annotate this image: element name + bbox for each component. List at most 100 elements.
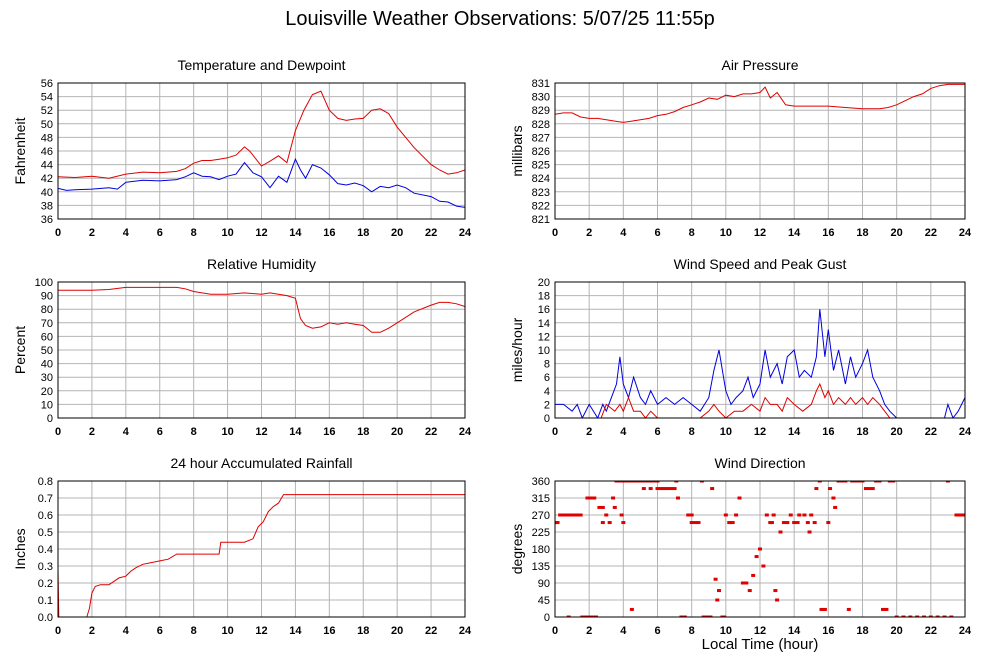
x-tick-label: 16 [323,426,335,438]
x-tick-label: 2 [89,426,95,438]
y-tick-label: 48 [41,132,53,144]
x-tick-label: 14 [289,426,302,438]
x-tick-label: 2 [586,625,592,637]
direction-frame [554,480,966,618]
scatter-point [568,513,573,517]
scatter-point [863,487,868,491]
x-tick-label: 18 [357,625,369,637]
x-tick-label: 12 [255,625,267,637]
x-tick-label: 24 [459,227,472,239]
scatter-point [631,481,636,483]
scatter-point [901,615,906,617]
scatter-point [641,481,646,483]
y-tick-label: 46 [41,146,53,158]
y-tick-label: 45 [538,595,550,607]
y-tick-label: 40 [41,187,53,199]
temp-ylabel: Fahrenheit [12,117,28,184]
y-tick-label: 14 [538,318,550,330]
x-tick-label: 2 [586,426,592,438]
scatter-point [850,481,855,483]
scatter-point [555,521,560,525]
y-tick-label: 16 [538,304,550,316]
x-tick-label: 20 [891,227,903,239]
y-tick-label: 10 [41,399,53,411]
y-tick-label: 0 [47,413,53,425]
x-tick-label: 12 [754,227,766,239]
x-tick-label: 4 [620,227,627,239]
x-tick-label: 6 [654,227,660,239]
scatter-point [843,481,848,483]
scatter-point [686,513,691,517]
scatter-point [617,481,622,483]
scatter-point [635,481,639,483]
rain-ylabel: Inches [12,528,28,569]
y-tick-label: 8 [544,359,550,371]
scatter-point [769,521,774,525]
scatter-point [809,513,814,517]
scatter-point [870,487,875,491]
x-tick-label: 6 [157,625,163,637]
series-line-red [555,83,965,123]
scatter-point [662,487,667,491]
scatter-point [566,615,571,617]
scatter-point [590,615,595,617]
scatter-point [744,581,749,585]
y-tick-label: 30 [41,372,53,384]
scatter-point [648,481,653,483]
scatter-point [564,513,569,517]
scatter-point [884,607,889,611]
scatter-point [710,487,715,491]
scatter-point [891,481,896,483]
scatter-point [558,513,563,517]
y-tick-label: 0.5 [38,527,53,539]
wind-ylabel: miles/hour [509,317,525,382]
y-tick-label: 821 [532,214,550,226]
y-tick-label: 60 [41,331,53,343]
scatter-point [658,487,663,491]
scatter-point [795,521,800,525]
y-tick-label: 828 [532,119,550,131]
y-tick-label: 4 [544,386,550,398]
y-tick-label: 20 [538,277,550,289]
series-line-red [58,90,465,179]
scatter-point [587,615,592,617]
x-tick-label: 2 [89,625,95,637]
x-tick-label: 22 [925,227,937,239]
x-tick-label: 18 [357,227,369,239]
scatter-point [611,496,616,500]
x-tick-label: 6 [654,625,660,637]
scatter-point [836,481,841,483]
series-line-blue [58,157,465,208]
y-tick-label: 50 [41,345,53,357]
x-tick-label: 22 [425,426,437,438]
x-axis-label: Local Time (hour) [701,636,819,653]
x-tick-label: 6 [654,426,660,438]
y-tick-label: 827 [532,132,550,144]
scatter-point [812,521,817,525]
scatter-point [722,615,727,617]
y-tick-label: 0.3 [38,561,53,573]
scatter-point [682,615,687,617]
scatter-point [957,513,962,517]
y-tick-label: 18 [538,291,550,303]
temp-chart: Temperature and DewpointFahrenheit363840… [12,57,472,239]
scatter-point [655,487,660,491]
scatter-point [607,521,612,525]
wind-frame [554,281,966,419]
scatter-point [588,496,593,500]
scatter-point [614,481,619,483]
y-tick-label: 270 [532,510,550,522]
scatter-point [781,521,786,525]
scatter-point [737,496,742,500]
x-tick-label: 8 [191,625,197,637]
pressure-chart: Air Pressuremillibars8218228238248258268… [509,57,972,239]
scatter-point [928,615,933,617]
y-tick-label: 0.6 [38,510,53,522]
scatter-point [860,481,865,483]
x-tick-label: 16 [323,227,335,239]
scatter-point [807,530,812,534]
scatter-point [600,521,605,525]
scatter-point [874,481,879,483]
scatter-point [833,505,838,509]
x-tick-label: 12 [255,426,267,438]
